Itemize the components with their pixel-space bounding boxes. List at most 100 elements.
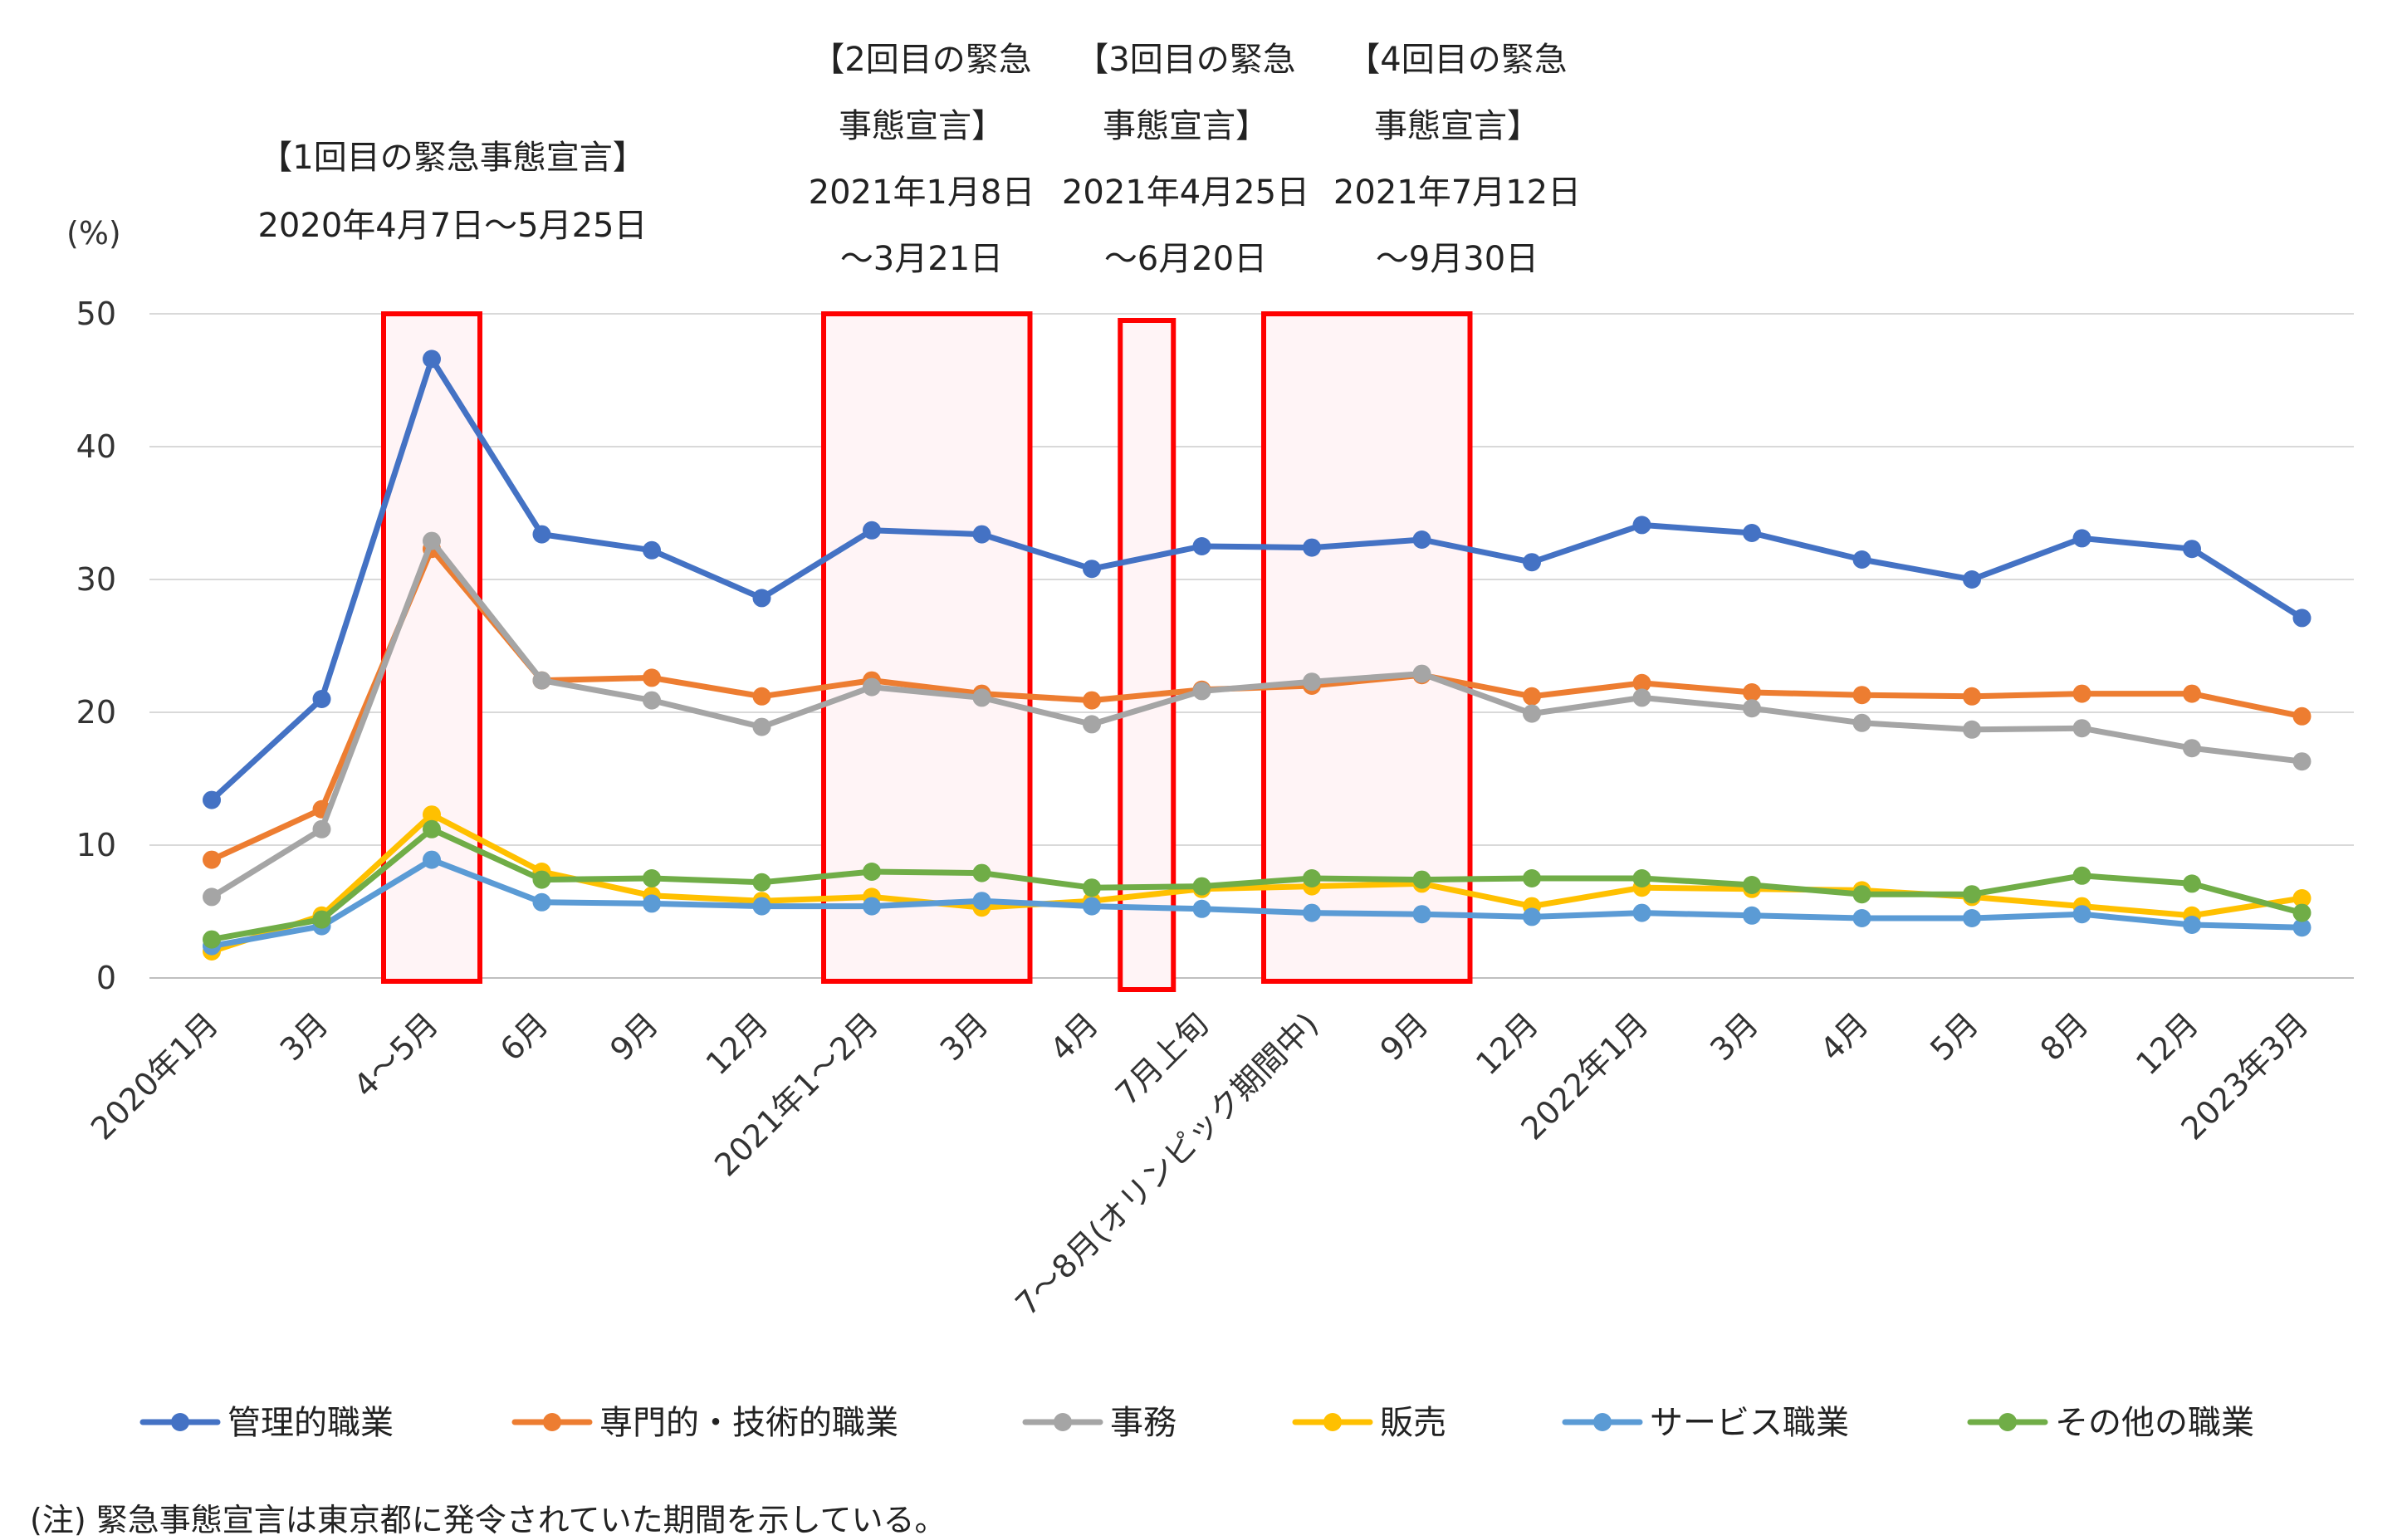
data-point — [532, 870, 551, 889]
emergency-annotation-line: 事態宣言】 — [839, 107, 1005, 145]
x-tick-label: 6月 — [493, 1005, 555, 1068]
data-point — [423, 805, 441, 824]
data-point — [1852, 713, 1871, 732]
data-point — [1303, 903, 1321, 922]
series-line-6 — [208, 826, 2305, 943]
x-tick-label: 9月 — [1373, 1005, 1436, 1068]
data-point — [1852, 909, 1871, 927]
legend-swatch-marker — [1998, 1413, 2017, 1431]
x-tick-label: 4月 — [1813, 1005, 1876, 1068]
data-point — [1743, 524, 1761, 542]
data-point — [752, 589, 771, 608]
data-point — [423, 350, 441, 369]
data-point — [423, 819, 441, 838]
data-point — [1523, 704, 1541, 723]
y-axis-ticks: 0 10 20 30 40 50 — [76, 296, 116, 996]
data-point — [1083, 878, 1101, 897]
data-point — [1083, 560, 1101, 579]
legend-swatch-marker — [1593, 1413, 1612, 1431]
data-point — [2292, 918, 2311, 937]
data-point — [2292, 752, 2311, 771]
data-point — [2072, 866, 2091, 885]
x-tick-label: 12月 — [2129, 1005, 2205, 1082]
data-point — [643, 540, 661, 560]
data-point — [1083, 691, 1101, 710]
data-point — [2292, 706, 2311, 726]
data-point — [1632, 516, 1651, 535]
emergency-period-box-4 — [1261, 311, 1473, 984]
data-point — [752, 897, 771, 916]
x-tick-label: 4～5月 — [346, 1005, 445, 1104]
data-point — [1743, 683, 1761, 702]
series-line-2 — [208, 545, 2305, 863]
legend-label: サービス職業 — [1650, 1404, 1849, 1442]
data-point — [2072, 684, 2091, 703]
legend-label: その他の職業 — [2055, 1404, 2254, 1442]
emergency-annotation-line: 【2回目の緊急 — [811, 41, 1031, 79]
data-point — [2072, 905, 2091, 924]
data-point — [532, 671, 551, 690]
data-point — [2183, 540, 2201, 559]
data-point — [1523, 869, 1541, 887]
data-point — [312, 910, 331, 929]
data-point — [2072, 719, 2091, 738]
data-point — [752, 717, 771, 736]
data-point — [1963, 885, 1981, 904]
data-point — [1632, 869, 1651, 887]
legend-swatch-marker — [543, 1413, 561, 1431]
data-point — [2072, 529, 2091, 548]
data-point — [1192, 877, 1211, 896]
data-point — [1083, 897, 1101, 916]
data-point — [1412, 530, 1431, 549]
emergency-annotation-line: 2021年4月25日 — [1062, 174, 1309, 212]
data-point — [203, 790, 221, 809]
x-tick-label: 2020年1月 — [84, 1005, 225, 1146]
legend-label: 事務 — [1110, 1404, 1177, 1442]
data-point — [2292, 903, 2311, 922]
data-point — [752, 687, 771, 706]
data-point — [972, 892, 991, 911]
data-point — [1852, 686, 1871, 705]
series-line-3 — [208, 538, 2305, 900]
data-point — [1743, 699, 1761, 718]
data-point — [203, 930, 221, 949]
data-point — [643, 691, 661, 710]
data-point — [1963, 687, 1981, 706]
data-point — [863, 677, 881, 697]
data-point — [863, 521, 881, 540]
data-point — [532, 525, 551, 544]
emergency-annotation-line: 事態宣言】 — [1103, 107, 1269, 145]
data-point — [203, 887, 221, 907]
data-point — [1632, 688, 1651, 707]
emergency-annotation-line: 【3回目の緊急 — [1075, 41, 1295, 79]
data-point — [1192, 899, 1211, 918]
data-point — [423, 850, 441, 869]
data-point — [643, 894, 661, 913]
data-point — [1852, 550, 1871, 569]
data-point — [532, 892, 551, 912]
legend-label: 販売 — [1380, 1404, 1446, 1442]
data-point — [863, 897, 881, 916]
emergency-period-box-2 — [821, 311, 1033, 984]
data-point — [203, 850, 221, 869]
data-point — [1303, 672, 1321, 692]
data-point — [1632, 673, 1651, 692]
x-tick-label: 8月 — [2033, 1005, 2096, 1068]
data-point — [2183, 684, 2201, 703]
data-point — [423, 531, 441, 550]
x-tick-label: 7月上旬 — [1108, 1005, 1216, 1112]
x-tick-label: 9月 — [603, 1005, 665, 1068]
data-point — [312, 690, 331, 708]
y-tick-label: 0 — [96, 960, 116, 996]
data-point — [1303, 538, 1321, 557]
legend-label: 管理的職業 — [227, 1404, 394, 1442]
data-point — [1963, 909, 1981, 927]
data-point — [972, 525, 991, 544]
data-point — [2183, 874, 2201, 893]
data-point — [2292, 609, 2311, 628]
emergency-annotation-line: 【1回目の緊急事態宣言】 — [259, 139, 645, 177]
emergency-annotation-line: ～9月30日 — [1376, 240, 1539, 278]
x-tick-label: 3月 — [273, 1005, 335, 1068]
